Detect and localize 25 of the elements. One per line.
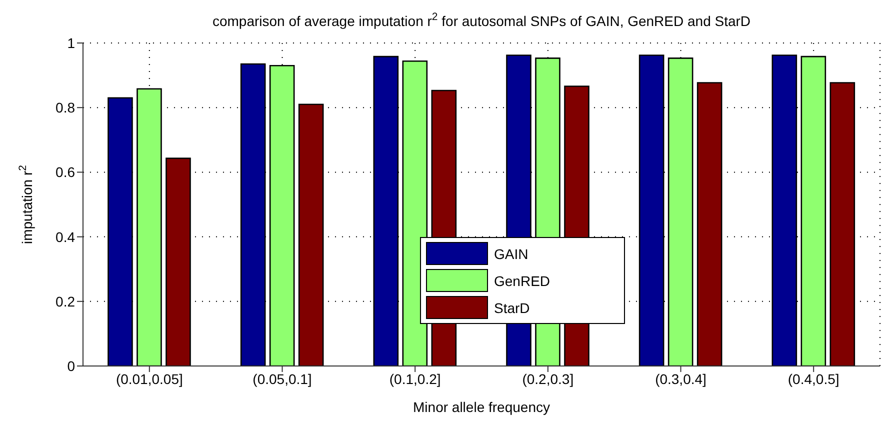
- y-tick-label: 0: [67, 358, 76, 374]
- chart-title: comparison of average imputation r$^{2}$ for autosomal SNPs of GAIN, GenRED and StarD: [212, 11, 751, 29]
- bar: [136, 88, 162, 366]
- bar: [298, 104, 324, 366]
- bar: [166, 158, 191, 366]
- bar: [696, 82, 722, 366]
- x-tick-label: (0.05,0.1]: [252, 370, 312, 387]
- x-tick-label: (0.3,0.4]: [655, 370, 706, 387]
- x-axis-title: Minor allele frequency: [413, 399, 550, 415]
- bar: [108, 97, 133, 366]
- bar: [800, 56, 826, 366]
- bar: [830, 82, 856, 366]
- legend-label: GenRED: [494, 272, 550, 288]
- x-tick-label: (0.2,0.3]: [522, 370, 574, 387]
- legend-label: StarD: [494, 300, 530, 316]
- x-tick-label: (0.1,0.2]: [389, 370, 441, 387]
- legend-label: GAIN: [494, 246, 528, 262]
- y-tick-label: 0.8: [56, 100, 76, 116]
- y-tick-label: 0.6: [56, 164, 76, 180]
- x-tick-label: (0.01,0.05]: [116, 370, 183, 387]
- y-tick-label: 1: [67, 34, 76, 51]
- y-tick-label: 0.4: [56, 228, 76, 245]
- bar: [402, 60, 428, 366]
- x-tick-label: (0.4,0.5]: [788, 370, 840, 387]
- y-tick-label: 0.2: [56, 293, 76, 310]
